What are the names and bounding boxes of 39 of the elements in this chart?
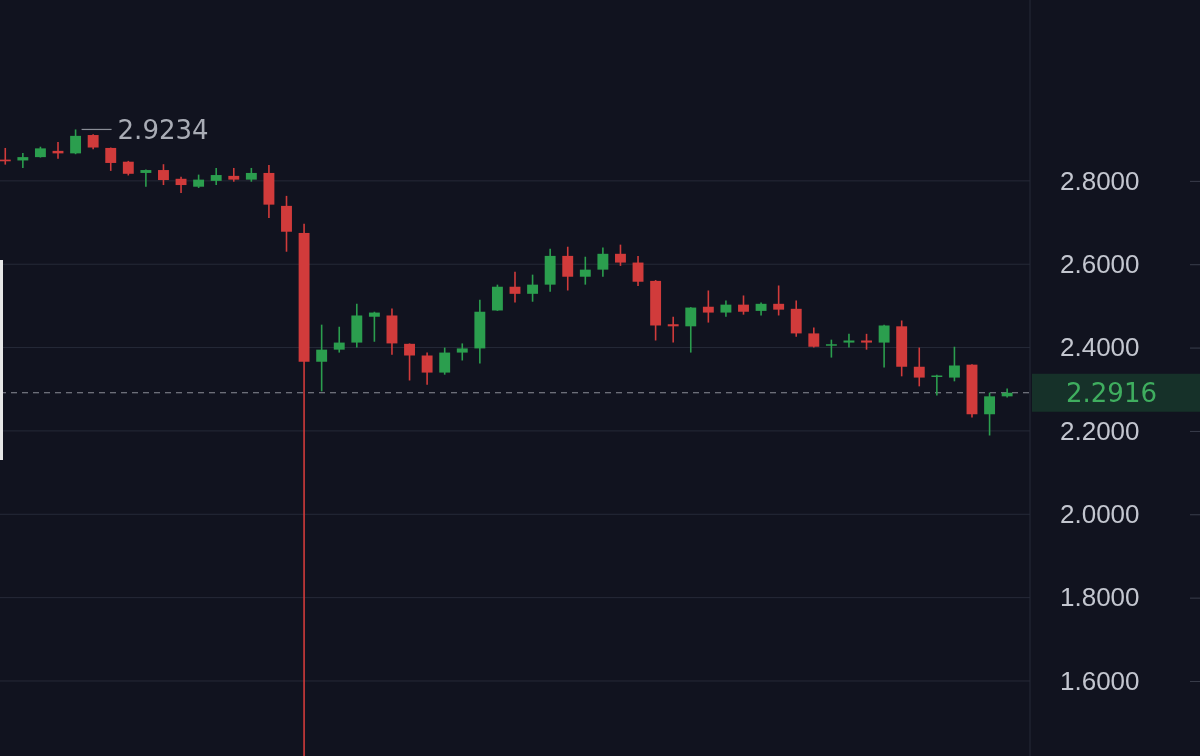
candlestick: [562, 245, 574, 292]
candlestick: [228, 167, 240, 183]
candlestick: [702, 289, 714, 324]
candlestick: [70, 128, 82, 155]
candlestick: [615, 243, 626, 267]
candlestick: [316, 323, 328, 393]
annotation: 2.9234: [117, 114, 209, 145]
candlestick: [158, 163, 169, 186]
candlestick: [17, 152, 29, 169]
candlestick: [579, 255, 591, 286]
y-tick-label: 2.8000: [1060, 165, 1140, 196]
candlestick: [368, 310, 380, 343]
y-tick-label: 1.8000: [1060, 582, 1140, 613]
ref-line-label: 2.2916: [1066, 377, 1157, 408]
y-tick-label: 2.4000: [1060, 332, 1140, 363]
candlestick: [527, 273, 539, 303]
candlestick: [913, 346, 925, 388]
candlestick: [843, 333, 855, 349]
candlestick: [140, 168, 152, 188]
candlestick: [404, 342, 415, 382]
y-tick-label: 2.6000: [1060, 249, 1140, 280]
candlestick: [878, 323, 890, 369]
candlestick: [632, 255, 644, 287]
y-tick-label: 2.0000: [1060, 499, 1140, 530]
candlestick: [597, 246, 609, 278]
candlestick: [667, 315, 679, 344]
candlestick: [421, 351, 433, 386]
candlestick: [808, 326, 820, 349]
y-tick-label: 1.6000: [1060, 665, 1140, 696]
candlestick: [773, 284, 785, 317]
candlestick: [491, 283, 503, 312]
candlestick: [984, 391, 996, 437]
candlestick: [439, 346, 451, 376]
candlestick: [333, 325, 345, 354]
candlestick: [738, 294, 749, 316]
candlestick: [948, 345, 960, 383]
y-tick-label: 2.2000: [1060, 415, 1140, 446]
candlestick: [685, 306, 697, 354]
candlestick: [509, 270, 521, 304]
